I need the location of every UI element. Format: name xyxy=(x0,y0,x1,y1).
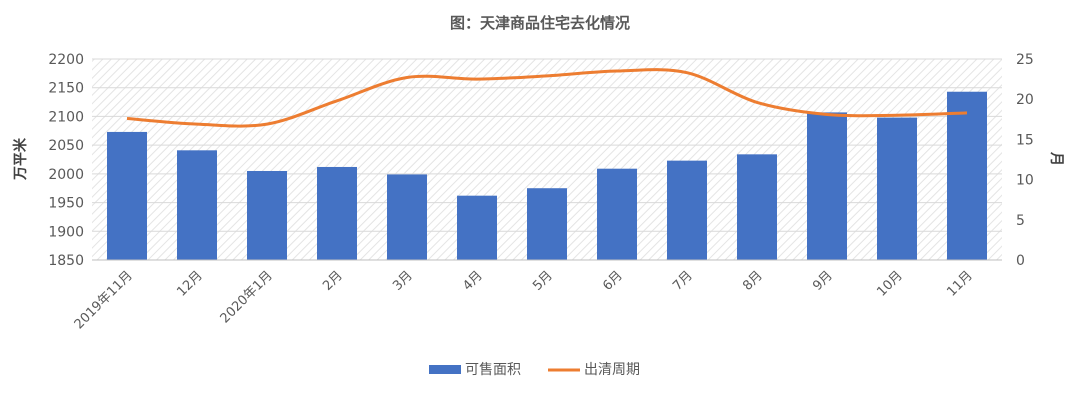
bar xyxy=(247,170,287,260)
y-tick-label: 1850 xyxy=(48,253,84,269)
x-tick-label: 9月 xyxy=(810,268,836,294)
x-tick-label: 7月 xyxy=(670,268,696,294)
y2-tick-label: 15 xyxy=(1016,132,1034,148)
x-tick-label: 5月 xyxy=(530,268,556,294)
x-tick-label: 3月 xyxy=(390,268,416,294)
bar xyxy=(107,131,147,260)
x-tick-label: 11月 xyxy=(944,268,975,299)
bar xyxy=(527,188,567,260)
legend-bar-swatch xyxy=(429,365,461,374)
line-path xyxy=(126,68,968,128)
x-tick-label: 6月 xyxy=(600,268,626,294)
bar xyxy=(177,150,217,260)
legend: 可售面积 出清周期 xyxy=(429,362,640,378)
bar xyxy=(737,154,777,260)
y2-tick-label: 25 xyxy=(1016,52,1034,68)
x-tick-label: 2020年1月 xyxy=(218,268,276,326)
right-y-axis: 0 5 10 15 20 25 xyxy=(1016,52,1034,269)
x-tick-label: 2019年11月 xyxy=(72,268,136,332)
y-tick-label: 2000 xyxy=(48,167,84,183)
bar xyxy=(387,174,427,260)
y-tick-label: 2050 xyxy=(48,138,84,154)
y-tick-label: 1900 xyxy=(48,224,84,240)
y2-tick-label: 10 xyxy=(1016,173,1034,189)
left-axis-label: 万平米 xyxy=(12,137,29,181)
y-tick-label: 2200 xyxy=(48,52,84,68)
x-tick-label: 2月 xyxy=(320,268,346,294)
y-tick-label: 2100 xyxy=(48,109,84,125)
x-axis: 2019年11月 12月 2020年1月 2月 3月 4月 5月 6月 7月 8月 9月 10月 11月 xyxy=(72,259,1002,332)
bar xyxy=(457,195,497,260)
y2-tick-label: 20 xyxy=(1016,92,1034,108)
y2-tick-label: 0 xyxy=(1016,253,1025,269)
legend-line-label: 出清周期 xyxy=(584,362,640,378)
line-series xyxy=(126,68,968,128)
x-tick-label: 4月 xyxy=(460,268,486,294)
y2-tick-label: 5 xyxy=(1016,213,1025,229)
y-tick-label: 1950 xyxy=(48,196,84,212)
bar xyxy=(877,117,917,260)
bar xyxy=(317,166,357,260)
bar-series xyxy=(107,91,987,260)
bar xyxy=(947,91,987,260)
y-tick-label: 2150 xyxy=(48,81,84,97)
left-y-axis: 1850 1900 1950 2000 2050 2100 2150 2200 xyxy=(48,52,84,269)
bar xyxy=(807,112,847,260)
right-axis-label: 月 xyxy=(1048,151,1064,166)
x-tick-label: 12月 xyxy=(174,268,205,299)
bar xyxy=(667,160,707,260)
x-tick-label: 10月 xyxy=(874,268,905,299)
legend-bar-label: 可售面积 xyxy=(465,362,521,378)
chart-title: 图：天津商品住宅去化情况 xyxy=(450,14,630,32)
x-tick-label: 8月 xyxy=(740,268,766,294)
bar xyxy=(597,168,637,260)
